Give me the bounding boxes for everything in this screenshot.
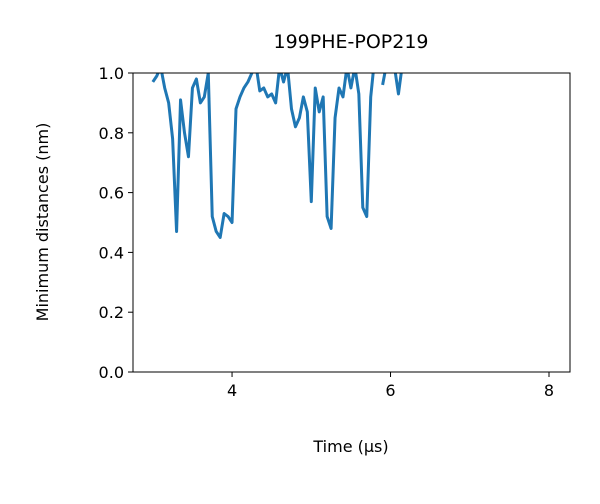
chart-title: 199PHE-POP219 [273, 31, 428, 53]
y-tick-label: 0.0 [99, 363, 124, 382]
y-tick-label: 0.8 [99, 124, 124, 143]
y-tick-label: 0.2 [99, 303, 124, 322]
y-tick-label: 0.4 [99, 243, 124, 262]
y-tick-label: 0.6 [99, 184, 124, 203]
x-tick-label: 4 [227, 381, 237, 400]
plot-frame [132, 72, 571, 373]
x-axis-label: Time (μs) [312, 437, 388, 456]
data-line [151, 73, 410, 239]
x-tick-label: 6 [385, 381, 395, 400]
x-tick-label: 8 [544, 381, 554, 400]
y-axis-label: Minimum distances (nm) [33, 123, 52, 322]
y-tick-label: 1.0 [99, 64, 124, 83]
